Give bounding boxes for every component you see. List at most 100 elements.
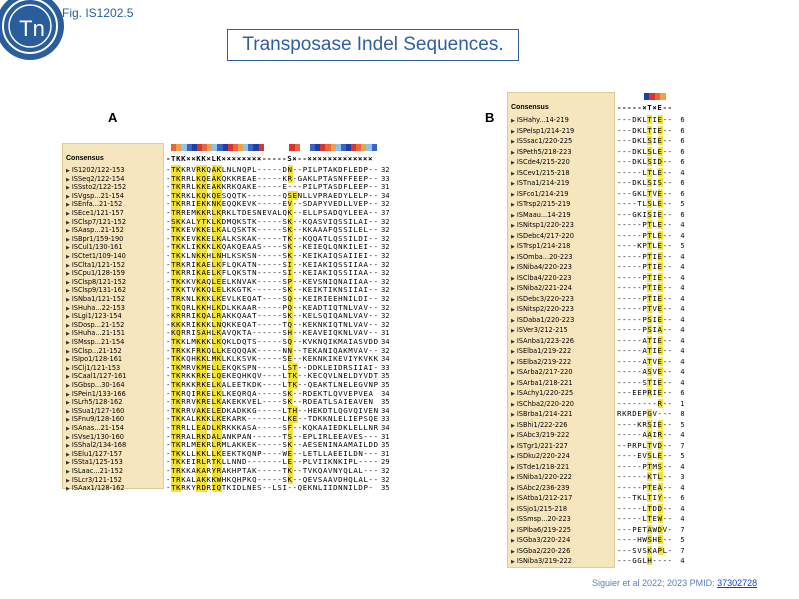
conservation-cell	[649, 93, 655, 100]
length: 4	[680, 347, 685, 355]
sequence-name: ▶ ISHahy...14-219	[511, 116, 569, 125]
expand-icon: ▶	[511, 359, 515, 366]
length: 4	[680, 221, 685, 229]
citation-text: Siguier et al 2022; 2023 PMID:	[592, 578, 715, 588]
sequence: ----TLSLE--	[617, 199, 673, 208]
length: 35	[381, 484, 390, 493]
name-text: ISFnu9/128-160	[71, 415, 125, 424]
expand-icon: ▶	[511, 296, 515, 303]
conservation-cell	[643, 93, 650, 100]
sequence: -----LTEW--	[617, 514, 673, 523]
sequence-name: ▶ ISPlba6/219-225	[511, 526, 571, 535]
expand-icon: ▶	[511, 506, 515, 513]
sequence-name: ▶ ISTgr1/221-227	[511, 442, 568, 451]
conservation-bar	[617, 93, 676, 100]
sequence-name: ▶ ISClba4/220-223	[511, 274, 572, 283]
name-text: ISDaba1/220-223	[516, 315, 575, 324]
sequence-name: ▶ ISGbsp...30-164	[66, 381, 125, 390]
sequence-name: ▶ ISVer3/212-215	[511, 326, 568, 335]
sequence: ---DKLTIE--	[617, 115, 673, 124]
expand-icon: ▶	[66, 211, 70, 217]
name-text: ISVer3/212-215	[516, 326, 568, 334]
expand-icon: ▶	[66, 357, 70, 364]
sequence-name: ▶ ISHuha...22-153	[66, 304, 125, 313]
sequence-name: ▶ ISClsp8/121-152	[66, 278, 126, 287]
length: 34	[381, 355, 390, 364]
conservation-cell	[171, 144, 177, 151]
name-text: ISDebc4/217-220	[516, 231, 574, 240]
sequence: ---GKISIE--	[617, 209, 673, 219]
conservation-bar	[166, 144, 377, 151]
sequence: -TKRKYRDRIQTKIDLNES--LSI--QEKNLIIDNNILDP…	[166, 483, 374, 493]
conservation-cell	[258, 144, 264, 151]
length: 5	[680, 242, 685, 250]
sequence-name: ▶ ISNitsp1/220-223	[511, 221, 574, 230]
sequence: -----PTVE--	[617, 304, 673, 313]
sequence: -----ATVE--	[617, 356, 673, 366]
sequence: -TRREMKKRLKRKLTDESNEVALQK--ELLPSADQYLEEA…	[166, 208, 379, 217]
expand-icon: ▶	[511, 538, 515, 544]
sequence-name: ▶ ISEnfa...21-152	[66, 200, 122, 209]
expand-icon: ▶	[66, 400, 70, 407]
expand-icon: ▶	[66, 288, 70, 295]
name-text: ISSsac1/220-225	[516, 137, 573, 145]
expand-icon: ▶	[66, 460, 70, 467]
conservation-cell	[356, 144, 362, 151]
length: 5	[680, 536, 685, 544]
length: 6	[680, 116, 685, 124]
name-text: ISTde1/218-221	[516, 462, 570, 471]
expand-icon: ▶	[66, 426, 70, 432]
sequence: ---GGLH----	[617, 556, 673, 565]
sequence: -----PTIE--	[617, 272, 673, 282]
expand-icon: ▶	[66, 245, 70, 252]
sequence: -TRKNLKKKLKEVLKEQAT----SQ--KEIRIEEHNILDI…	[166, 294, 379, 303]
name-text: ISClsp8/121-152	[71, 277, 127, 286]
conservation-cell	[294, 144, 300, 151]
conservation-cell	[289, 144, 295, 151]
name-text: ISCtet1/109-140	[71, 252, 126, 260]
conservation-cell	[315, 144, 321, 151]
name-text: ISClj1/121-153	[71, 363, 121, 372]
expand-icon: ▶	[66, 348, 70, 355]
length: 32	[381, 243, 390, 252]
conservation-cell	[176, 144, 182, 151]
sequence-name: ▶ ISNitsp2/220-223	[511, 305, 574, 314]
length: 32	[381, 226, 390, 235]
sequence-name: ▶ ISNiba1/220-222	[511, 473, 572, 482]
expand-icon: ▶	[66, 469, 70, 475]
sequence-name: ▶ ISAbc3/219-222	[511, 431, 569, 440]
name-text: ISArba1/218-221	[516, 378, 573, 387]
expand-icon: ▶	[66, 305, 70, 312]
sequence: ----HWSHE--	[617, 535, 673, 544]
pmid-link[interactable]: 37302728	[717, 578, 758, 588]
sequence-name: ▶ ISClj1/121-153	[66, 364, 120, 373]
sequence: ----EVSLE--	[617, 451, 673, 460]
sequence-name: ▶ ISNiba2/221-224	[511, 284, 572, 293]
sequence: -TKKEVKKELKALKSKAK-----TK--KQQATLQSSILDI…	[166, 233, 379, 243]
sequence-name: ▶ ISOmba...20-223	[511, 253, 572, 262]
sequence: -TKKEIRLRTKLLNND-------LE--PLVIIKNKIPL--…	[166, 457, 379, 467]
name-text: ISCul1/130-161	[71, 243, 123, 252]
conservation-cell	[237, 144, 244, 151]
name-text: ISAnba1/223-226	[516, 336, 574, 345]
length: 6	[680, 494, 685, 502]
sequence: -TKRRLKQEAKQKKREAE-----KR-GAKLPTASNFFEEP…	[166, 173, 379, 183]
name-text: ISBhi1/222-226	[516, 420, 568, 429]
length: 29	[381, 458, 390, 467]
name-text: ISElu1/127-157	[71, 449, 123, 458]
name-text: ISCpu1/128-159	[71, 269, 125, 278]
length: 6	[680, 126, 685, 135]
panel-a-names-bg	[62, 143, 164, 489]
sequence-name: ▶ ISPeth5/218-223	[511, 148, 572, 157]
expand-icon: ▶	[66, 383, 70, 389]
length: 4	[680, 263, 685, 271]
sequence-name: ▶ ISShal2/134-168	[66, 441, 126, 450]
name-text: ISElba2/219-222	[516, 357, 572, 366]
sequence-name: ▶ ISAchy1/220-225	[511, 389, 573, 398]
panel-label: B	[485, 110, 495, 125]
sequence-name: ▶ ISFco1/214-219	[511, 190, 568, 199]
sequence-name: ▶ ISLgi1/123-154	[66, 312, 122, 321]
consensus: -----×T×E--	[617, 103, 673, 112]
expand-icon: ▶	[511, 307, 515, 313]
